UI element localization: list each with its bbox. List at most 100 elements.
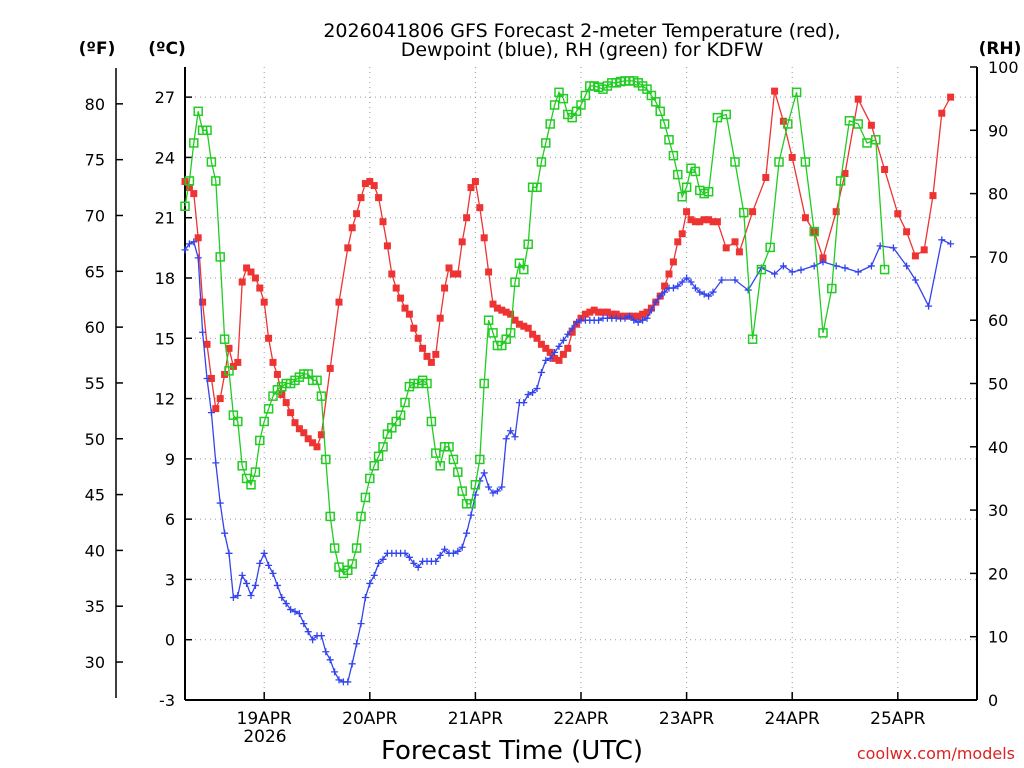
dewpoint-marker bbox=[797, 266, 805, 274]
celsius-tick-label: 27 bbox=[155, 88, 175, 107]
temperature-marker bbox=[485, 268, 493, 276]
dewpoint-marker bbox=[212, 459, 220, 467]
temperature-marker bbox=[801, 214, 809, 222]
dewpoint-marker bbox=[507, 427, 515, 435]
x-tick-label: 19APR bbox=[237, 709, 293, 729]
temperature-marker bbox=[212, 405, 220, 413]
celsius-tick-label: 24 bbox=[155, 148, 175, 167]
temperature-marker bbox=[282, 399, 290, 407]
temperature-marker bbox=[185, 184, 193, 192]
celsius-tick-label: -3 bbox=[159, 691, 175, 710]
rh-marker bbox=[576, 100, 586, 110]
rh-marker bbox=[356, 511, 366, 522]
temperature-marker bbox=[524, 324, 532, 332]
fahrenheit-tick-label: 60 bbox=[85, 318, 105, 337]
dewpoint-marker bbox=[744, 286, 752, 294]
temperature-marker bbox=[454, 270, 462, 278]
dewpoint-marker bbox=[485, 483, 493, 491]
celsius-tick-label: 9 bbox=[165, 450, 175, 469]
rh-marker bbox=[523, 239, 533, 249]
dewpoint-marker bbox=[207, 409, 215, 417]
celsius-tick-label: 6 bbox=[165, 510, 175, 529]
temperature-marker bbox=[533, 334, 541, 342]
dewpoint-marker bbox=[696, 288, 704, 296]
temperature-marker bbox=[705, 216, 713, 224]
watermark: coolwx.com/models bbox=[857, 744, 1015, 763]
rh-marker bbox=[193, 106, 203, 117]
rh-marker bbox=[809, 226, 819, 237]
rh-marker bbox=[365, 473, 375, 484]
temperature-marker bbox=[383, 242, 391, 250]
temperature-marker bbox=[194, 234, 202, 242]
rh-marker bbox=[206, 157, 217, 167]
temperature-marker bbox=[269, 358, 277, 366]
dewpoint-marker bbox=[335, 676, 343, 684]
temperature-marker bbox=[313, 443, 321, 451]
dewpoint-marker bbox=[652, 298, 660, 306]
dewpoint-marker bbox=[709, 288, 717, 296]
dewpoint-marker bbox=[771, 270, 779, 278]
dewpoint-marker bbox=[247, 592, 255, 600]
temperature-marker bbox=[507, 310, 515, 318]
temperature-marker bbox=[476, 204, 484, 212]
temperature-marker bbox=[445, 264, 453, 272]
rh-marker bbox=[853, 119, 863, 129]
rh-marker bbox=[475, 454, 485, 465]
temperature-marker bbox=[238, 278, 246, 286]
temperature-marker bbox=[427, 358, 435, 366]
rh-marker bbox=[378, 442, 388, 452]
temperature-marker bbox=[295, 425, 303, 433]
axes bbox=[115, 66, 978, 701]
rh-marker bbox=[747, 334, 758, 344]
rh-marker bbox=[580, 90, 591, 101]
temperature-marker bbox=[832, 208, 840, 216]
dewpoint-marker bbox=[639, 316, 647, 324]
dewpoint-marker bbox=[199, 328, 207, 336]
rh-marker bbox=[510, 277, 520, 287]
temperature-marker bbox=[643, 308, 651, 316]
rh-marker bbox=[664, 135, 674, 145]
temperature-marker bbox=[590, 306, 598, 314]
rh-marker bbox=[558, 93, 569, 104]
dewpoint-marker bbox=[366, 579, 374, 587]
temperature-marker bbox=[599, 308, 607, 316]
dewpoint-marker bbox=[278, 594, 286, 602]
temperature-marker bbox=[691, 218, 699, 226]
temperature-marker bbox=[559, 350, 567, 358]
dewpoint-marker bbox=[546, 354, 554, 362]
temperature-marker bbox=[612, 310, 620, 318]
temperature-marker bbox=[199, 298, 207, 306]
dewpoint-marker bbox=[779, 262, 787, 270]
temperature-marker bbox=[423, 352, 431, 360]
temperature-marker bbox=[405, 310, 413, 318]
dewpoint-marker bbox=[788, 268, 796, 276]
temperature-marker bbox=[731, 238, 739, 246]
celsius-tick-label: 21 bbox=[155, 209, 175, 228]
temperature-marker bbox=[375, 194, 383, 202]
temperature-marker bbox=[771, 87, 779, 95]
rh-marker bbox=[549, 100, 560, 110]
rh-marker bbox=[426, 416, 437, 427]
dewpoint-marker bbox=[661, 288, 669, 296]
temperature-marker bbox=[819, 254, 827, 262]
rh-marker bbox=[730, 157, 740, 167]
temperature-marker bbox=[929, 192, 937, 200]
dewpoint-marker bbox=[520, 399, 528, 407]
fahrenheit-tick-label: 35 bbox=[85, 597, 105, 616]
rh-marker bbox=[215, 252, 225, 262]
celsius-tick-label: 3 bbox=[165, 570, 175, 589]
dewpoint-marker bbox=[903, 262, 911, 270]
temperature-marker bbox=[520, 322, 528, 330]
dewpoint-marker bbox=[414, 563, 422, 571]
celsius-tick-label: 18 bbox=[155, 269, 175, 288]
fahrenheit-tick-label: 70 bbox=[85, 206, 105, 225]
dewpoint-marker bbox=[269, 569, 277, 577]
tick-labels: -3 0 3 6 9 12 15 18 21 24 27 30 35 40 45 50 55 60 65 70 75 80… bbox=[85, 58, 1019, 729]
dewpoint-marker bbox=[410, 559, 418, 567]
temperature-marker bbox=[273, 370, 281, 378]
rh-marker bbox=[681, 182, 692, 193]
temperature-marker bbox=[581, 310, 589, 318]
dewpoint-marker bbox=[357, 620, 365, 628]
dewpoint-marker bbox=[489, 489, 497, 497]
temperature-marker bbox=[498, 306, 506, 314]
